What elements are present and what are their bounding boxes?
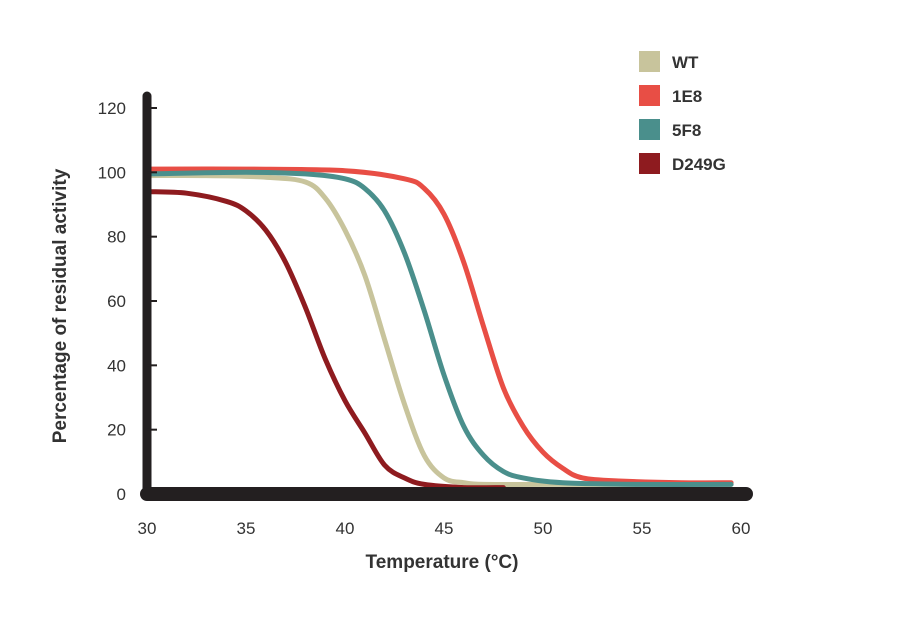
y-tick-label: 100	[98, 163, 126, 182]
legend-swatch-d249g	[639, 153, 660, 174]
x-axis-title: Temperature (°C)	[366, 552, 519, 573]
tick-labels: 30 35 40 45 50 55 60 0 20 40 60 80 100 120	[98, 99, 751, 538]
legend-swatch-wt	[639, 51, 660, 72]
legend-label-wt: WT	[672, 53, 699, 72]
legend-swatch-5f8	[639, 119, 660, 140]
x-tick-label: 40	[336, 519, 355, 538]
legend-label-5f8: 5F8	[672, 121, 701, 140]
legend: WT 1E8 5F8 D249G	[639, 51, 726, 174]
series-lines	[144, 166, 734, 491]
x-tick-label: 30	[138, 519, 157, 538]
series-line-5f8	[144, 169, 734, 487]
x-tick-label: 45	[435, 519, 454, 538]
y-tick-label: 80	[107, 228, 126, 247]
x-tick-label: 60	[732, 519, 751, 538]
legend-label-d249g: D249G	[672, 155, 726, 174]
series-line-wt	[144, 172, 734, 487]
legend-swatch-1e8	[639, 85, 660, 106]
y-axis-title: Percentage of residual activity	[50, 168, 71, 443]
axes	[140, 91, 753, 501]
x-tick-label: 35	[237, 519, 256, 538]
y-tick-label: 20	[107, 421, 126, 440]
y-tick-label: 60	[107, 292, 126, 311]
legend-label-1e8: 1E8	[672, 87, 702, 106]
series-line-d249g	[144, 189, 506, 491]
x-tick-label: 50	[534, 519, 553, 538]
y-tick-label: 0	[117, 485, 126, 504]
x-tick-label: 55	[633, 519, 652, 538]
y-tick-label: 120	[98, 99, 126, 118]
y-tick-label: 40	[107, 356, 126, 375]
series-line-1e8	[144, 166, 734, 486]
